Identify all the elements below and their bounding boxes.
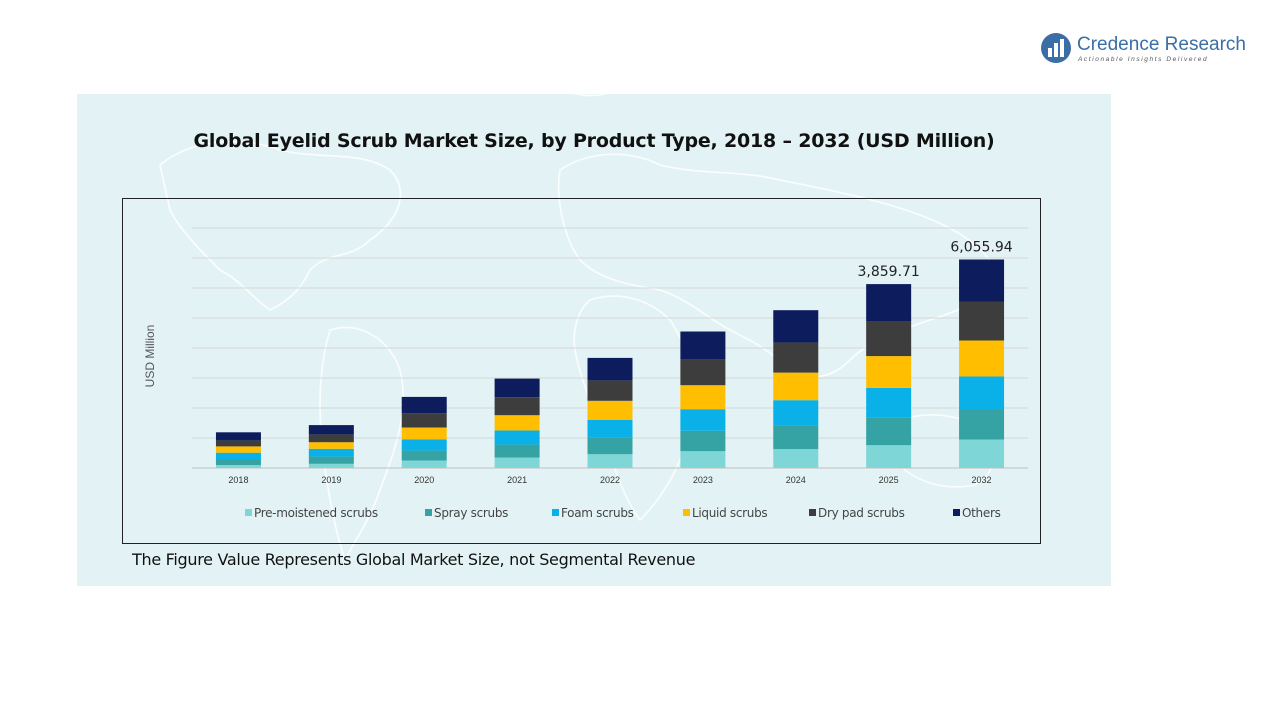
bar-segment-2021-others bbox=[494, 378, 540, 398]
chart-title: Global Eyelid Scrub Market Size, by Prod… bbox=[193, 130, 995, 152]
legend-label: Pre-moistened scrubs bbox=[254, 506, 378, 520]
bar-segment-2032-liquid-scrubs bbox=[959, 340, 1005, 377]
bar-segment-2020-spray-scrubs bbox=[401, 450, 447, 461]
bar-segment-2024-others bbox=[773, 310, 819, 343]
bar-segment-2020-foam-scrubs bbox=[401, 439, 447, 451]
x-tick-label: 2022 bbox=[600, 475, 620, 485]
bar-segment-2025-spray-scrubs bbox=[866, 417, 912, 446]
x-tick-label: 2018 bbox=[228, 475, 248, 485]
legend-label: Foam scrubs bbox=[561, 506, 634, 520]
bar-segment-2019-dry-pad-scrubs bbox=[308, 434, 354, 443]
legend-swatch bbox=[552, 509, 559, 516]
x-tick-label: 2024 bbox=[786, 475, 806, 485]
y-axis-label: USD Million bbox=[143, 325, 157, 388]
bar-segment-2032-pre-moistened-scrubs bbox=[959, 439, 1005, 468]
legend-swatch bbox=[683, 509, 690, 516]
bar-segment-2023-spray-scrubs bbox=[680, 430, 726, 452]
x-tick-label: 2032 bbox=[972, 475, 992, 485]
data-label: 6,055.94 bbox=[950, 240, 1012, 256]
bar-segment-2018-spray-scrubs bbox=[215, 459, 261, 465]
bar-segment-2020-dry-pad-scrubs bbox=[401, 413, 447, 428]
x-tick-label: 2019 bbox=[321, 475, 341, 485]
legend-swatch bbox=[809, 509, 816, 516]
bar-segment-2019-spray-scrubs bbox=[308, 456, 354, 464]
bar-segment-2023-liquid-scrubs bbox=[680, 385, 726, 410]
bar-segment-2023-foam-scrubs bbox=[680, 409, 726, 431]
bar-segment-2022-foam-scrubs bbox=[587, 420, 633, 438]
bar-segment-2024-liquid-scrubs bbox=[773, 372, 819, 401]
bar-segment-2018-liquid-scrubs bbox=[215, 446, 261, 453]
brand-tagline: Actionable Insights Delivered bbox=[1078, 56, 1209, 63]
bar-segment-2018-others bbox=[215, 432, 261, 441]
bar-segment-2019-others bbox=[308, 425, 354, 435]
bar-segment-2024-dry-pad-scrubs bbox=[773, 342, 819, 373]
bar-segment-2018-foam-scrubs bbox=[215, 452, 261, 459]
bar-segment-2022-others bbox=[587, 357, 633, 381]
bar-segment-2025-foam-scrubs bbox=[866, 387, 912, 418]
x-tick-label: 2023 bbox=[693, 475, 713, 485]
x-tick-label: 2020 bbox=[414, 475, 434, 485]
bar-segment-2021-pre-moistened-scrubs bbox=[494, 457, 540, 468]
bar-segment-2020-pre-moistened-scrubs bbox=[401, 460, 447, 468]
bar-segment-2024-pre-moistened-scrubs bbox=[773, 449, 819, 468]
bar-segment-2023-pre-moistened-scrubs bbox=[680, 451, 726, 468]
bar-segment-2022-pre-moistened-scrubs bbox=[587, 454, 633, 468]
x-tick-label: 2021 bbox=[507, 475, 527, 485]
bar-segment-2025-others bbox=[866, 284, 912, 321]
bar-segment-2025-liquid-scrubs bbox=[866, 356, 912, 388]
legend-swatch bbox=[953, 509, 960, 516]
footnote: The Figure Value Represents Global Marke… bbox=[132, 550, 696, 569]
bar-segment-2022-liquid-scrubs bbox=[587, 400, 633, 420]
bar-segment-2025-dry-pad-scrubs bbox=[866, 321, 912, 357]
legend-swatch bbox=[245, 509, 252, 516]
bar-segment-2020-others bbox=[401, 396, 447, 414]
plot-frame bbox=[122, 198, 1041, 544]
data-label: 3,859.71 bbox=[857, 264, 919, 280]
legend-label: Dry pad scrubs bbox=[818, 506, 905, 520]
brand-name: Credence Research bbox=[1077, 34, 1246, 55]
brand-logo[interactable]: Credence Research Actionable Insights De… bbox=[1040, 32, 1252, 68]
bar-segment-2018-pre-moistened-scrubs bbox=[215, 465, 261, 468]
legend-label: Others bbox=[962, 506, 1001, 520]
bar-segment-2019-pre-moistened-scrubs bbox=[308, 463, 354, 468]
bar-segment-2024-foam-scrubs bbox=[773, 400, 819, 426]
bar-segment-2023-dry-pad-scrubs bbox=[680, 359, 726, 386]
bar-segment-2019-liquid-scrubs bbox=[308, 442, 354, 449]
bar-segment-2019-foam-scrubs bbox=[308, 448, 354, 457]
bar-segment-2021-foam-scrubs bbox=[494, 430, 540, 445]
legend-label: Spray scrubs bbox=[434, 506, 508, 520]
bar-segment-2023-others bbox=[680, 331, 726, 360]
bar-segment-2021-dry-pad-scrubs bbox=[494, 397, 540, 416]
bar-segment-2024-spray-scrubs bbox=[773, 425, 819, 450]
bar-segment-2022-spray-scrubs bbox=[587, 437, 633, 455]
bar-segment-2020-liquid-scrubs bbox=[401, 427, 447, 440]
bar-segment-2032-others bbox=[959, 259, 1005, 302]
bar-segment-2021-liquid-scrubs bbox=[494, 415, 540, 431]
x-tick-label: 2025 bbox=[879, 475, 899, 485]
bar-segment-2018-dry-pad-scrubs bbox=[215, 440, 261, 447]
bar-segment-2032-spray-scrubs bbox=[959, 409, 1005, 440]
legend-label: Liquid scrubs bbox=[692, 506, 767, 520]
credence-logo-icon bbox=[1041, 33, 1071, 63]
bar-segment-2021-spray-scrubs bbox=[494, 444, 540, 458]
legend-swatch bbox=[425, 509, 432, 516]
bar-segment-2025-pre-moistened-scrubs bbox=[866, 445, 912, 468]
bar-segment-2032-foam-scrubs bbox=[959, 376, 1005, 410]
bar-segment-2022-dry-pad-scrubs bbox=[587, 380, 633, 401]
bar-segment-2032-dry-pad-scrubs bbox=[959, 301, 1005, 341]
